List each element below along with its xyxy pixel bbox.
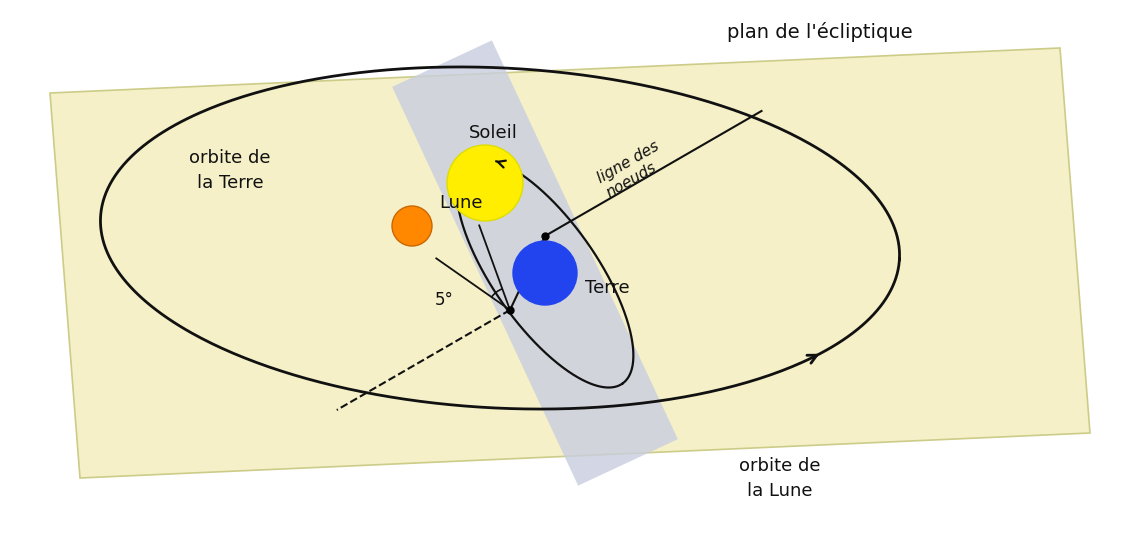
- Circle shape: [513, 241, 577, 305]
- Text: Lune: Lune: [438, 194, 483, 212]
- Text: orbite de
la Lune: orbite de la Lune: [739, 457, 820, 500]
- Polygon shape: [50, 48, 1090, 478]
- Polygon shape: [392, 41, 678, 486]
- Text: Terre: Terre: [585, 279, 629, 297]
- Circle shape: [447, 145, 523, 221]
- Text: plan de l'écliptique: plan de l'écliptique: [728, 22, 913, 42]
- Text: Soleil: Soleil: [469, 124, 518, 142]
- Text: orbite de
la Terre: orbite de la Terre: [189, 149, 271, 192]
- Text: ligne des
noeuds: ligne des noeuds: [596, 139, 671, 201]
- Text: 5°: 5°: [435, 291, 454, 309]
- Circle shape: [392, 206, 432, 246]
